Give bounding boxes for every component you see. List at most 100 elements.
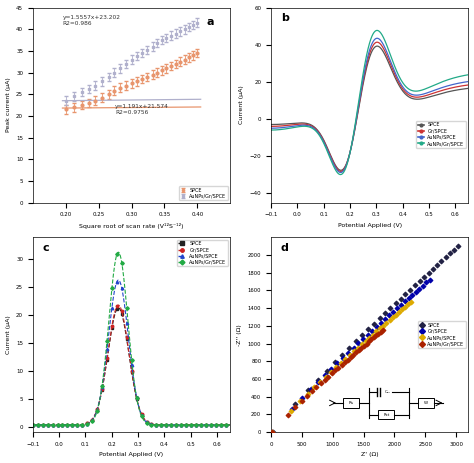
Point [446,250,454,257]
Point [395,308,403,316]
Y-axis label: Current (μA): Current (μA) [239,86,244,125]
Point [355,339,362,347]
Y-axis label: Current (μA): Current (μA) [6,315,10,354]
Point [358,340,365,348]
Legend: SPCE, Gr/SPCE, AuNPs/SPCE, AuNPs/Gr/SPCE: SPCE, Gr/SPCE, AuNPs/SPCE, AuNPs/Gr/SPCE [416,121,466,148]
Point [339,354,347,362]
Point [397,295,404,302]
Point [373,328,380,335]
Point [325,373,332,380]
Point [373,332,380,339]
Point [376,325,383,332]
Legend: SPCE, Gr/SPCE, AuNPs/SPCE, AuNPs/Gr/SPCE: SPCE, Gr/SPCE, AuNPs/SPCE, AuNPs/Gr/SPCE [177,239,228,266]
Point [381,309,389,317]
Point [341,358,348,366]
Point [390,308,397,315]
Text: c: c [43,243,49,253]
Point [379,322,387,329]
Point [416,285,423,292]
Point [314,376,322,383]
Point [310,384,318,391]
Point [338,361,346,369]
Point [288,405,295,413]
Point [269,428,276,436]
Point [328,370,336,377]
Point [354,344,362,351]
Point [438,257,445,264]
X-axis label: Potential Applied (V): Potential Applied (V) [100,452,164,457]
Point [369,331,377,338]
Point [321,371,329,379]
Point [299,394,306,401]
Legend: SPCE, AuNPs/Gr/SPCE: SPCE, AuNPs/Gr/SPCE [179,186,228,200]
Point [362,337,369,344]
Point [365,325,372,333]
Point [342,355,349,363]
Point [268,428,276,436]
Point [346,351,354,359]
Point [442,253,449,261]
Point [383,319,390,326]
Point [450,246,457,253]
Point [363,340,370,347]
Point [392,300,399,307]
Point [331,359,338,366]
Point [405,294,412,302]
Point [370,320,378,327]
Point [344,356,352,363]
Point [308,388,316,395]
Point [398,306,406,313]
Point [409,291,416,299]
Point [426,276,433,283]
Point [416,277,423,285]
Point [321,376,328,384]
Point [373,323,381,330]
Point [377,328,384,335]
Point [385,312,393,319]
Point [268,428,276,436]
Point [347,353,355,361]
Point [298,397,306,405]
Point [360,342,368,350]
Legend: SPCE, Gr/SPCE, AuNPs/SPCE, AuNPs/Gr/SPCE: SPCE, Gr/SPCE, AuNPs/SPCE, AuNPs/Gr/SPCE [418,321,466,348]
Text: a: a [207,17,214,27]
Point [370,334,378,341]
Point [369,327,376,334]
Point [323,367,330,374]
Point [389,313,397,321]
Point [268,428,276,436]
Point [386,316,393,324]
Point [407,286,414,293]
Point [352,349,360,356]
Point [317,378,324,385]
Point [352,338,360,345]
Point [307,385,315,393]
Point [350,344,357,351]
Point [317,380,324,387]
Point [393,304,401,312]
Point [425,269,432,276]
Point [328,365,335,373]
Point [433,261,441,269]
Text: b: b [281,13,289,24]
Point [387,305,394,312]
Point [359,335,367,343]
Point [292,403,299,411]
Point [332,363,340,371]
Point [411,282,419,289]
Point [303,392,311,400]
Point [331,367,339,374]
Point [379,326,387,333]
Point [407,298,415,306]
X-axis label: Z' (Ω): Z' (Ω) [361,452,379,457]
Point [382,315,389,323]
Point [365,334,373,341]
X-axis label: Potential Applied (V): Potential Applied (V) [337,223,402,228]
Point [335,364,342,371]
Point [358,332,366,339]
Point [304,387,311,394]
Text: d: d [281,243,289,253]
Y-axis label: Peak current (μA): Peak current (μA) [6,78,10,132]
Y-axis label: -Z'' (Ω): -Z'' (Ω) [237,324,242,345]
Point [355,346,363,354]
